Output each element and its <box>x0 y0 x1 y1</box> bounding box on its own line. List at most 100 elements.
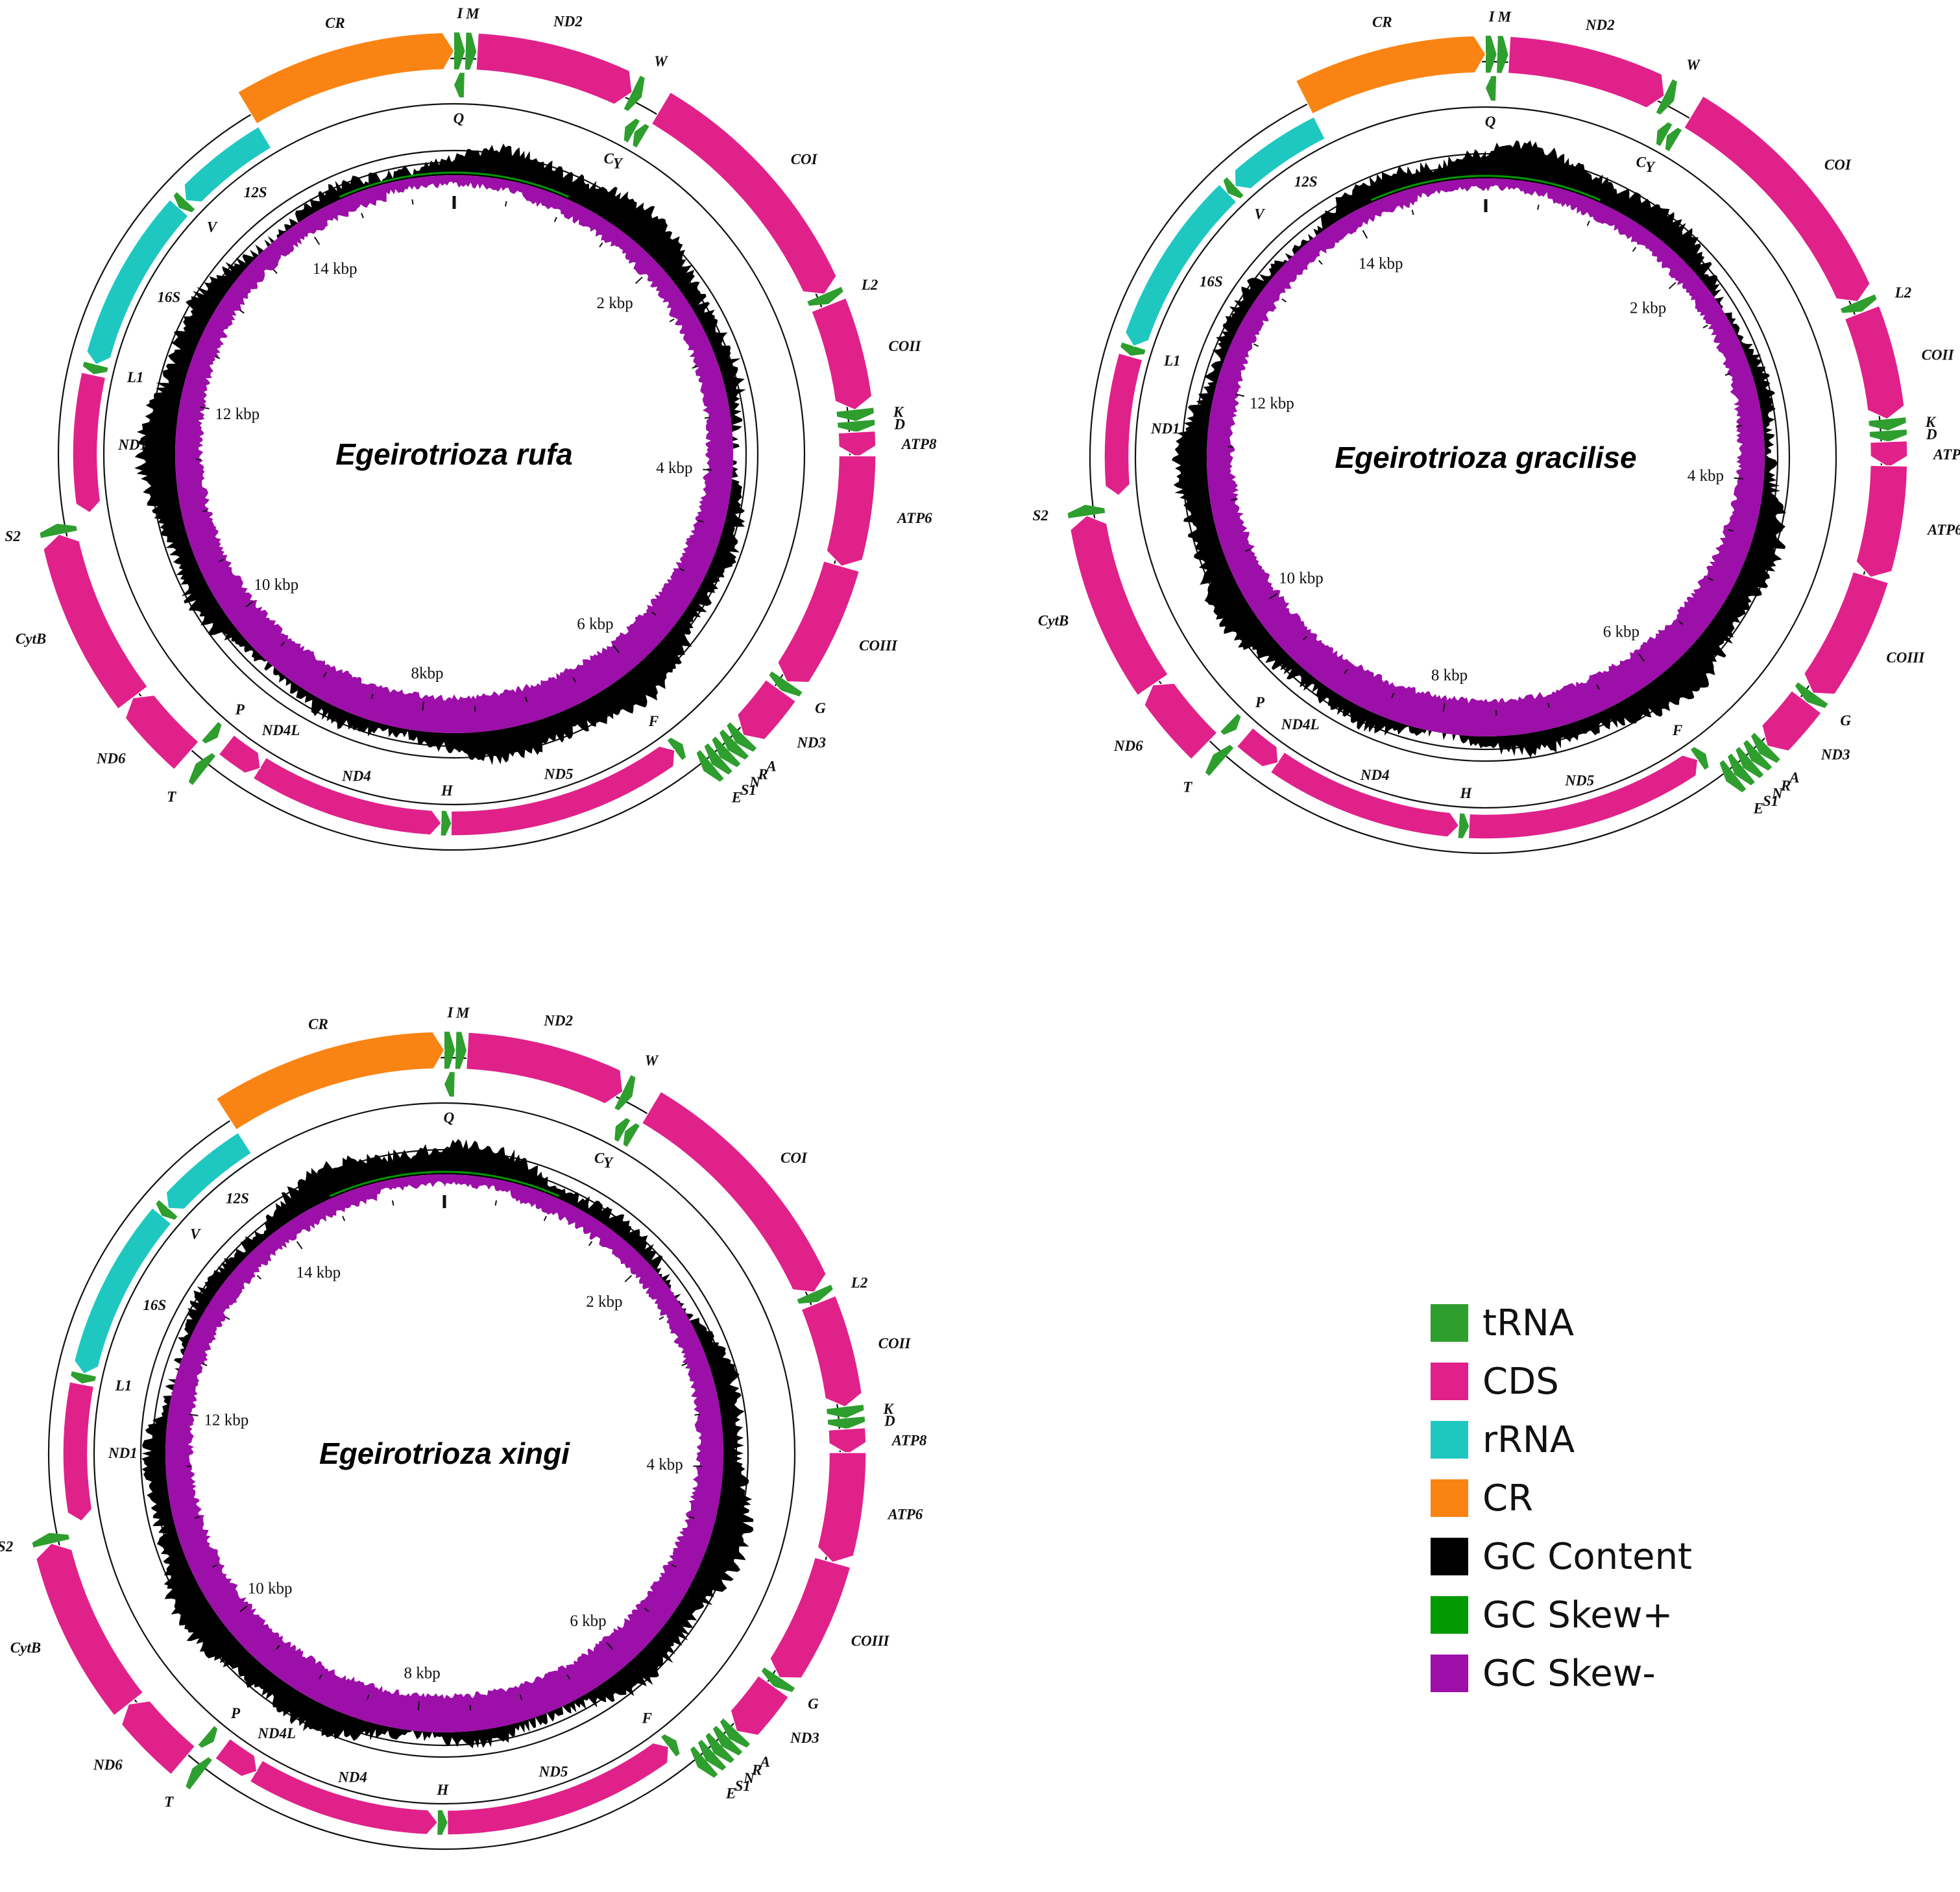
ruler-tick <box>212 1564 218 1568</box>
gene-label-d: D <box>893 417 905 433</box>
feature-p <box>202 722 222 744</box>
tick-label: 14 kbp <box>1359 255 1403 273</box>
tick-label: 10 kbp <box>254 576 298 594</box>
tick-label: 2 kbp <box>597 295 633 312</box>
genome-map-egeirotrioza-xingi: 2 kbp 4 kbp 6 kbp 8 kbp 10 kbp 12 kbp 14 kbp I M… <box>0 1004 927 1850</box>
gene-label-l1: L1 <box>1163 353 1181 369</box>
inner-ring <box>103 103 806 806</box>
feature-coii <box>810 297 873 411</box>
feature-n <box>1736 747 1764 779</box>
feature-coi <box>1683 95 1871 302</box>
gene-label-nd5: ND5 <box>538 1764 568 1780</box>
feature-p <box>1220 714 1241 735</box>
ruler-tick <box>689 1516 695 1519</box>
ruler-tick <box>1728 529 1734 532</box>
gene-label-nd1: ND1 <box>1150 420 1180 437</box>
feature-12s <box>184 126 272 203</box>
gene-label-s1: S1 <box>741 782 756 798</box>
ruler-tick <box>679 568 685 572</box>
feature-m <box>1497 36 1508 73</box>
legend-swatch-cds <box>1431 1363 1468 1400</box>
tick-label: 4 kbp <box>646 1456 683 1474</box>
gene-label-d: D <box>1926 426 1937 443</box>
gene-label-16s: 16S <box>143 1297 166 1313</box>
ruler-tick <box>219 559 224 563</box>
gene-label-i: I <box>1488 8 1495 25</box>
feature-atp8 <box>1869 440 1908 468</box>
ruler-tick <box>342 1215 346 1222</box>
feature-nd4l <box>218 734 261 774</box>
tick-label: 12 kbp <box>215 406 260 423</box>
gene-label-atp8: ATP8 <box>1932 446 1960 463</box>
gene-label-nd4l: ND4L <box>261 722 300 738</box>
gene-label-v: V <box>190 1226 201 1242</box>
gene-label-nd4l: ND4L <box>257 1725 296 1741</box>
ruler-tick <box>1724 372 1730 376</box>
gene-label-y: Y <box>1645 159 1656 175</box>
feature-v <box>1223 177 1244 199</box>
gene-label-l1: L1 <box>115 1377 132 1394</box>
gene-label-nd5: ND5 <box>1564 772 1594 788</box>
gene-label-f: F <box>1672 722 1682 738</box>
ruler-tick <box>275 1645 280 1650</box>
ruler-tick <box>1586 221 1590 226</box>
gene-label-y: Y <box>603 1154 614 1170</box>
gene-label-n: N <box>749 774 761 790</box>
ruler-tick <box>1391 692 1395 699</box>
gene-label-nd1: ND1 <box>117 437 147 453</box>
feature-q <box>444 1072 455 1097</box>
ruler-tick <box>519 1694 523 1701</box>
gene-label-atp8: ATP8 <box>891 1433 927 1449</box>
gene-label-w: W <box>645 1052 659 1069</box>
feature-t <box>1205 744 1234 776</box>
legend-swatch-cr <box>1431 1479 1468 1517</box>
ruler-tick <box>659 1316 664 1320</box>
ruler-tick <box>224 1316 230 1320</box>
ruler-tick <box>391 1200 394 1206</box>
ruler-tick <box>272 269 278 274</box>
feature-k <box>1869 417 1906 431</box>
gene-label-r: R <box>1780 777 1791 794</box>
gene-label-c: C <box>604 151 614 167</box>
gene-label-coi: COI <box>791 151 818 167</box>
feature-v <box>173 192 195 213</box>
feature-h <box>437 1810 448 1835</box>
ruler-tick <box>494 1200 498 1206</box>
tick-label: 2 kbp <box>586 1293 622 1311</box>
ruler-tick <box>644 1607 649 1612</box>
feature-coiii <box>777 560 860 683</box>
gene-label-p: P <box>230 1705 241 1721</box>
gene-label-w: W <box>1686 56 1700 73</box>
gene-label-k: K <box>893 404 904 420</box>
feature-t <box>186 1757 212 1790</box>
ruler-tick <box>612 645 620 653</box>
ruler-tick <box>588 1241 593 1246</box>
feature-t <box>188 753 216 785</box>
gene-label-t: T <box>164 1793 174 1810</box>
gene-label-m: M <box>1497 9 1512 25</box>
gene-label-atp6: ATP6 <box>1926 522 1960 538</box>
legend-label-cr: CR <box>1482 1477 1533 1520</box>
feature-s1 <box>697 1740 727 1771</box>
feature-r <box>1743 740 1772 771</box>
gene-label-16s: 16S <box>1200 273 1223 289</box>
ruler-tick <box>256 1275 262 1280</box>
gene-label-cytb: CytB <box>1038 612 1069 629</box>
gene-label-nd3: ND3 <box>790 1730 819 1746</box>
gene-label-t: T <box>1183 779 1192 795</box>
ruler-tick <box>189 1413 199 1416</box>
ruler-tick <box>1632 247 1637 252</box>
gene-label-s2: S2 <box>1033 507 1048 524</box>
gene-label-a: A <box>759 1754 770 1770</box>
gene-label-12s: 12S <box>226 1191 249 1207</box>
tick-label: 8 kbp <box>1431 666 1468 684</box>
gene-label-h: H <box>441 782 454 799</box>
feature-a <box>720 1718 751 1748</box>
tick-label: 14 kbp <box>296 1264 341 1281</box>
gene-label-nd4: ND4 <box>1360 767 1390 783</box>
ruler-tick <box>1537 204 1540 210</box>
gene-label-n: N <box>1771 786 1784 802</box>
gene-label-atp6: ATP6 <box>896 510 932 526</box>
gene-label-l2: L2 <box>851 1274 868 1291</box>
gene-label-n: N <box>743 1770 755 1786</box>
